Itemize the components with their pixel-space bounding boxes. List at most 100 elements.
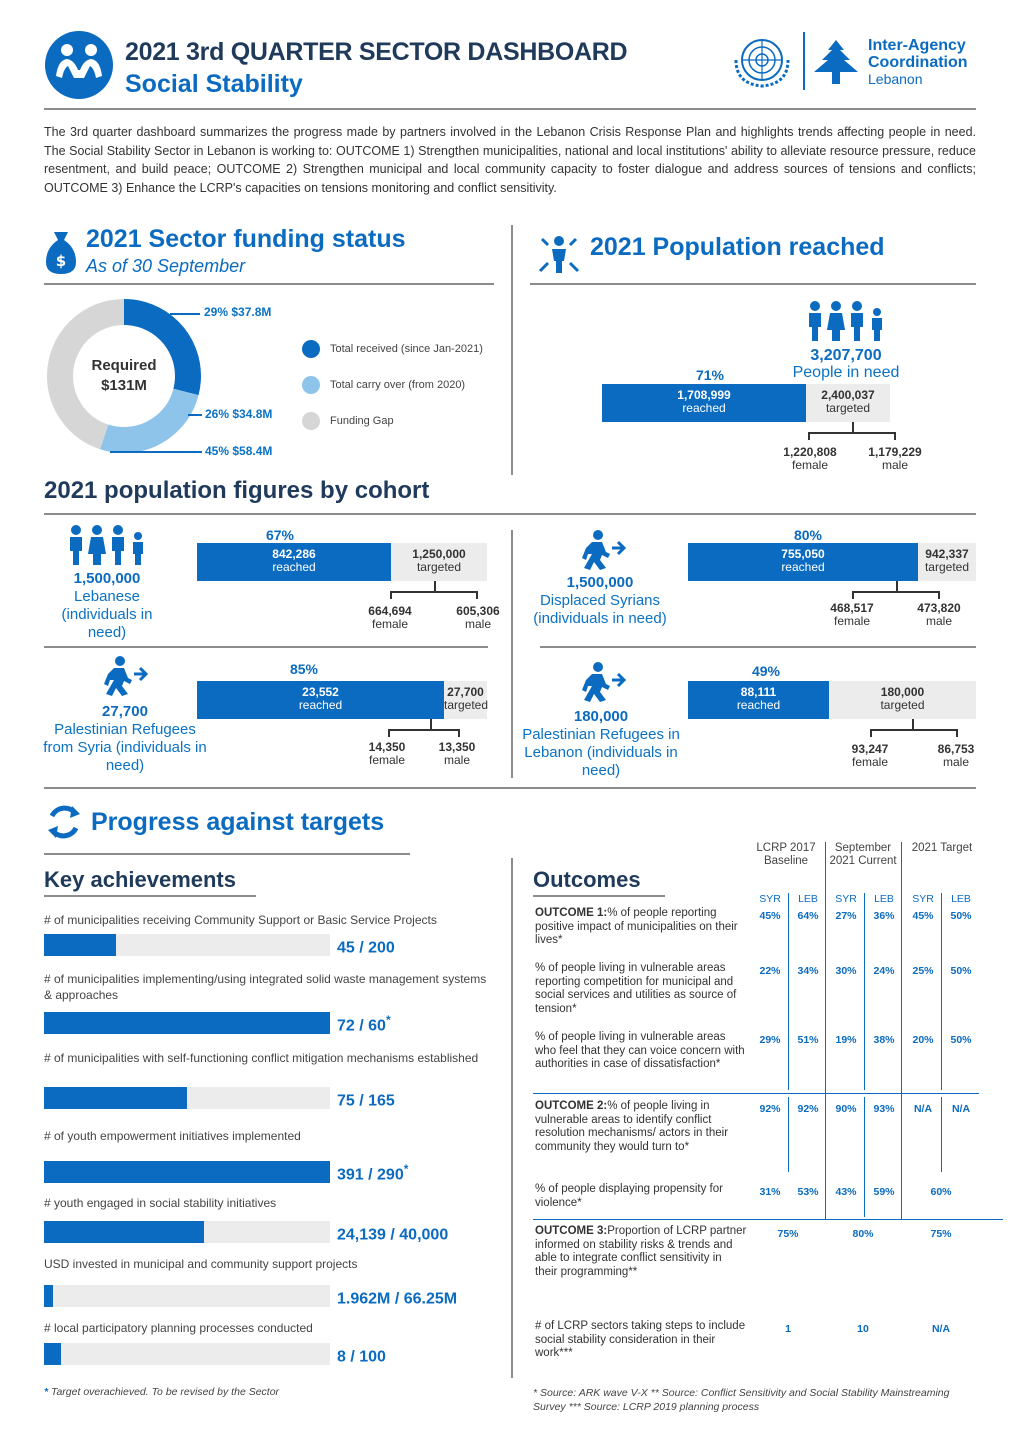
achievement-progress-fill [44, 934, 116, 956]
population-male-label: male [881, 458, 908, 472]
outcome-value: 80% [852, 1228, 874, 1240]
outcome-indicator: OUTCOME 1:% of people reporting positive… [535, 907, 747, 948]
footnote-right: * Source: ARK wave V-X ** Source: Confli… [533, 1387, 950, 1413]
cohort-lebanese-reached-bar: 842,286 reached [197, 543, 391, 581]
cohort-bottom-rule [44, 787, 976, 789]
cohort-prs-name: Palestinian Refugees from Syria (individ… [43, 721, 207, 774]
people-hands-icon [44, 30, 114, 100]
outcome-value: 50% [950, 910, 972, 922]
achievement-progress-bar [44, 934, 330, 956]
cohort-prs-pct: 85% [289, 661, 319, 677]
cohort-divider [511, 530, 513, 778]
logo-line-3: Lebanon [868, 71, 923, 87]
logo-text: Inter-Agency Coordination Lebanon [868, 37, 968, 88]
cohort-reached-label: reached [298, 698, 343, 712]
cohort-prl-male-value: 86,753 [937, 742, 975, 756]
achievement-label: # of municipalities receiving Community … [44, 913, 437, 927]
achievement-progress-fill [44, 1343, 62, 1365]
cohort-female-label: female [368, 753, 406, 767]
segment-label-received: 29% $37.8M [204, 305, 272, 319]
outcome-value: 50% [950, 1034, 972, 1046]
outcome-value: 59% [873, 1186, 895, 1198]
progress-rule [44, 853, 410, 855]
cohort-targeted-label: targeted [924, 560, 970, 574]
cohort-bracket-stem [430, 719, 432, 729]
overachieved-star: * [385, 1013, 391, 1027]
population-pct: 71% [695, 367, 725, 383]
outcomes-subheader: LEB [798, 893, 818, 905]
cohort-reached-label: reached [272, 560, 316, 574]
outcome-text: # of LCRP sectors taking steps to includ… [535, 1320, 746, 1359]
leader-line-received [170, 313, 200, 315]
achievement-label: # youth engaged in social stability init… [44, 1196, 277, 1210]
outcome-indicator: % of people displaying propensity for vi… [535, 1183, 747, 1210]
cohort-prs-female: 14,350 female [348, 741, 426, 767]
population-targeted-bar: 2,400,037 targeted [806, 384, 890, 422]
outcome-indicator: % of people living in vulnerable areas w… [535, 1031, 747, 1072]
cohort-lebanese-name: Lebanese (individuals in need) [61, 588, 153, 641]
cohort-syrians-targeted-value: 942,337 [925, 547, 969, 561]
cohort-bracket [852, 591, 940, 599]
outcome-text: % of people displaying propensity for vi… [535, 1183, 723, 1209]
population-male-value: 1,179,229 [868, 445, 922, 459]
cohort-syrians-count: 1,500,000 [566, 574, 634, 591]
outcome-value: 90% [835, 1103, 857, 1115]
logo-line-1: Inter-Agency [868, 37, 966, 54]
outcomes-col-line-2 [901, 842, 902, 1220]
cohort-lebanese-male-value: 605,306 [456, 604, 500, 618]
leader-line-carryover [188, 414, 202, 416]
population-in-need-value: 3,207,700 [810, 347, 882, 364]
population-female-value: 1,220,808 [783, 445, 837, 459]
achievement-progress-bar [44, 1087, 330, 1109]
outcome-value: 60% [930, 1186, 952, 1198]
outcome-value: 10 [857, 1323, 869, 1335]
cohort-prl-reached-bar: 88,111 reached [688, 681, 829, 719]
cohort-syrians-reached-bar: 755,050 reached [688, 543, 918, 581]
footnote-left: * Target overachieved. To be revised by … [44, 1386, 279, 1398]
achievement-label: # of municipalities implementing/using i… [44, 972, 487, 1002]
outcome-value: 31% [759, 1186, 781, 1198]
outcome-label: OUTCOME 1: [535, 907, 608, 919]
achievement-value-text: 391 / 290 [337, 1166, 404, 1184]
legend-label: Total received (since Jan-2021) [330, 342, 483, 355]
cedar-tree-icon [810, 38, 862, 88]
population-male: 1,179,229 male [855, 446, 935, 472]
outcome-value: 75% [930, 1228, 952, 1240]
population-reached-bar: 1,708,999 reached [602, 384, 806, 422]
outcomes-col-sub-2b [864, 1097, 865, 1217]
outcome-value: 51% [797, 1034, 819, 1046]
cohort-targeted-label: targeted [444, 698, 489, 712]
cohort-targeted-label: targeted [416, 560, 462, 574]
achievement-value: 1.962M / 66.25M [337, 1286, 457, 1308]
achievement-value: 75 / 165 [337, 1088, 395, 1110]
outcome-value: 45% [912, 910, 934, 922]
outcomes-sep-1 [533, 1093, 979, 1094]
achievement-value: 72 / 60* [337, 1013, 391, 1035]
col-header-target: 2021 Target [911, 842, 973, 854]
legend-swatch [302, 412, 320, 430]
achievement-progress-bar [44, 1012, 330, 1034]
legend-item-received: Total received (since Jan-2021) [302, 340, 483, 358]
cohort-bracket [388, 729, 460, 737]
cohort-bracket-stem [434, 581, 436, 591]
cohort-lebanese-reached-value: 842,286 [272, 547, 316, 561]
page-title: 2021 3rd QUARTER SECTOR DASHBOARD [125, 38, 628, 66]
legend-item-gap: Funding Gap [302, 412, 394, 430]
cohort-lebanese-female-value: 664,694 [368, 604, 412, 618]
cohort-prs-reached-bar: 23,552 reached [197, 681, 444, 719]
outcome-value: 45% [759, 910, 781, 922]
footnote-star: * [44, 1386, 49, 1398]
cohort-female-label: female [833, 614, 871, 628]
col-header-baseline: LCRP 2017 Baseline [756, 842, 816, 867]
person-running-arrow-icon [580, 662, 628, 702]
outcome-indicator: OUTCOME 3:Proportion of LCRP partner inf… [535, 1225, 747, 1279]
outcome-value: 27% [835, 910, 857, 922]
achievement-value-text: 45 / 200 [337, 939, 395, 957]
cohort-bracket-stem [912, 719, 914, 729]
key-achievements-rule [44, 895, 256, 897]
achievement-label: # local participatory planning processes… [44, 1321, 313, 1335]
logo-divider [803, 32, 805, 90]
achievement-label: USD invested in municipal and community … [44, 1257, 358, 1271]
achievement-value-text: 1.962M / 66.25M [337, 1290, 458, 1308]
cohort-prl-male: 86,753 male [916, 743, 996, 769]
